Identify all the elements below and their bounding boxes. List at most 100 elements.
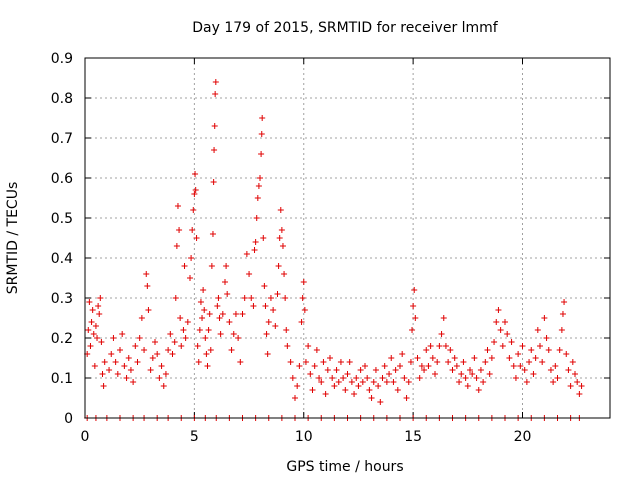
data-point — [208, 263, 215, 269]
data-point — [460, 359, 467, 365]
data-point — [556, 347, 563, 353]
data-point — [333, 367, 340, 373]
data-point — [294, 383, 301, 389]
data-point — [119, 331, 126, 337]
x-tick-label: 20 — [514, 429, 532, 445]
data-point — [547, 367, 554, 373]
data-point — [296, 363, 303, 369]
data-point — [397, 363, 403, 369]
data-point — [201, 307, 208, 313]
data-point — [377, 399, 384, 405]
data-point — [154, 351, 161, 357]
data-point — [160, 383, 167, 389]
data-point — [195, 359, 202, 365]
data-point — [322, 391, 329, 397]
data-point — [254, 195, 261, 201]
data-point — [265, 319, 272, 325]
data-point — [309, 387, 316, 393]
data-point — [299, 295, 306, 301]
data-point — [246, 271, 253, 277]
data-point — [353, 375, 360, 381]
data-point — [121, 363, 128, 369]
data-point — [96, 311, 103, 317]
data-point — [552, 363, 559, 369]
data-point — [219, 311, 226, 317]
data-point — [370, 379, 377, 385]
data-point — [414, 355, 421, 361]
data-point — [203, 351, 210, 357]
data-point — [412, 315, 419, 321]
data-point — [190, 207, 197, 213]
data-point — [252, 239, 259, 245]
data-point — [372, 367, 379, 373]
data-point — [453, 363, 460, 369]
data-point — [114, 371, 121, 377]
data-point — [449, 367, 456, 373]
data-point — [405, 379, 412, 385]
data-point — [346, 359, 353, 365]
data-point — [224, 291, 231, 297]
x-axis-ticks: 0 5 10 15 20 — [81, 58, 532, 445]
data-point — [399, 351, 406, 357]
data-point — [197, 299, 204, 305]
data-point — [381, 363, 388, 369]
data-point — [532, 355, 539, 361]
data-point — [123, 375, 130, 381]
data-point — [191, 191, 198, 197]
data-point — [192, 171, 199, 177]
data-point — [528, 347, 535, 353]
data-point — [258, 131, 265, 137]
data-point — [427, 343, 434, 349]
data-point — [267, 295, 274, 301]
data-point — [260, 235, 267, 241]
data-point — [316, 375, 323, 381]
data-point — [289, 375, 296, 381]
data-point — [519, 343, 526, 349]
data-point — [138, 315, 145, 321]
data-point — [298, 319, 305, 325]
data-point — [429, 355, 436, 361]
data-point — [407, 359, 414, 365]
data-point — [348, 379, 355, 385]
data-point — [85, 327, 92, 333]
data-point — [112, 359, 119, 365]
data-point — [418, 363, 425, 369]
chart-title: Day 179 of 2015, SRMTID for receiver lmm… — [192, 20, 499, 36]
data-point — [216, 315, 223, 321]
data-point — [523, 379, 530, 385]
data-point — [447, 347, 454, 353]
data-point — [469, 371, 476, 377]
data-point — [97, 295, 104, 301]
data-point — [255, 183, 262, 189]
y-tick-label: 0.3 — [51, 291, 73, 307]
data-point — [307, 371, 314, 377]
data-point — [141, 347, 148, 353]
data-point — [188, 255, 195, 261]
data-point — [263, 331, 270, 337]
data-point — [497, 327, 504, 333]
data-point — [264, 351, 271, 357]
data-point — [278, 227, 285, 233]
data-point — [386, 371, 393, 377]
data-point — [174, 203, 181, 209]
data-point — [471, 355, 478, 361]
data-point — [488, 355, 495, 361]
data-point — [327, 355, 333, 361]
data-point — [311, 363, 318, 369]
data-point — [403, 395, 410, 401]
data-point — [534, 327, 541, 333]
data-point — [92, 323, 99, 329]
data-point — [99, 371, 106, 377]
data-point — [320, 359, 327, 365]
data-point — [486, 371, 493, 377]
data-point — [100, 383, 107, 389]
data-point — [305, 343, 312, 349]
data-point — [149, 355, 156, 361]
data-point — [423, 347, 430, 353]
data-point — [409, 327, 416, 333]
data-point — [569, 359, 576, 365]
data-point — [565, 367, 572, 373]
data-point — [202, 335, 209, 341]
data-point — [212, 91, 219, 97]
data-point — [282, 295, 289, 301]
